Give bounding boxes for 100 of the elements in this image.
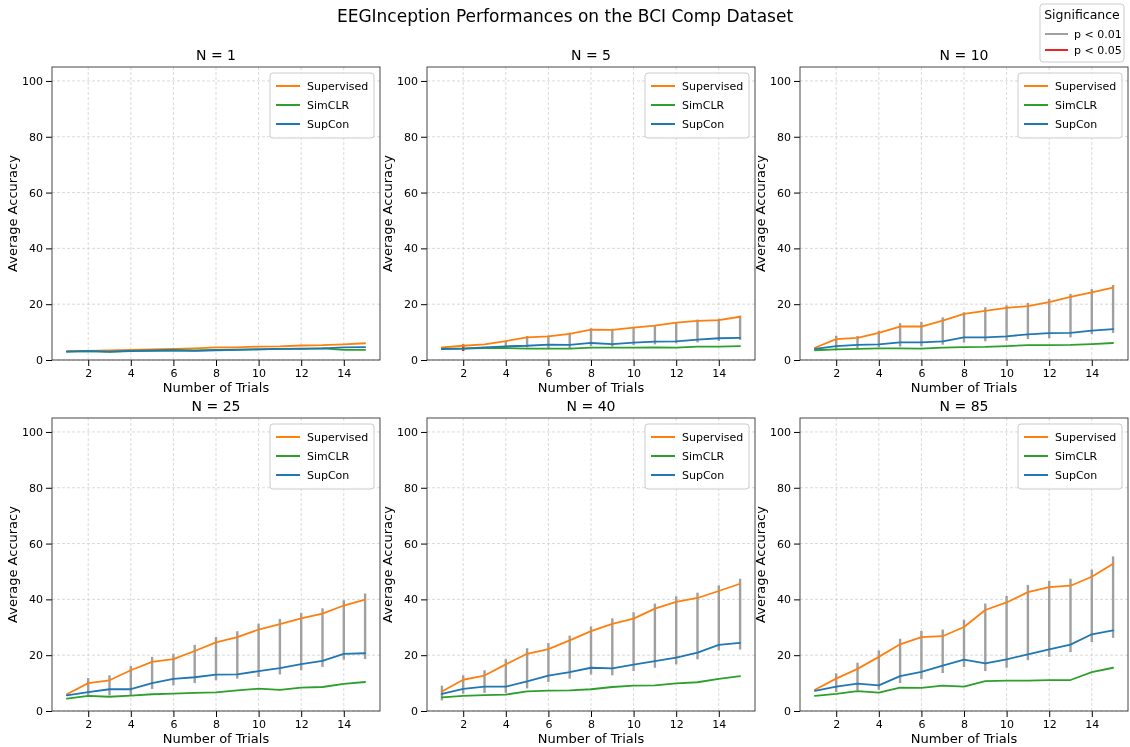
y-tick-label: 20	[404, 298, 418, 312]
x-tick-label: 8	[588, 717, 595, 731]
x-tick-label: 2	[460, 717, 468, 731]
y-axis-title: Average Accuracy	[5, 505, 20, 623]
y-tick-label: 0	[36, 354, 43, 368]
text: EEGInception Performances on the BCI Comp Dataset	[336, 6, 794, 26]
x-tick-label: 14	[1085, 717, 1100, 731]
y-axis-title: Average Accuracy	[753, 154, 768, 272]
legend-label: SimCLR	[682, 450, 725, 463]
x-tick-label: 12	[1042, 717, 1057, 731]
y-tick-label: 20	[777, 298, 791, 312]
y-tick-label: 80	[29, 130, 43, 144]
y-tick-label: 100	[22, 425, 43, 439]
x-tick-label: 12	[294, 366, 309, 380]
y-tick-label: 80	[404, 481, 418, 495]
y-tick-label: 60	[404, 186, 418, 200]
y-tick-label: 0	[784, 354, 791, 368]
x-tick-label: 10	[1000, 366, 1015, 380]
y-tick-label: 20	[777, 649, 791, 663]
x-tick-label: 6	[545, 366, 553, 380]
x-tick-label: 8	[213, 717, 220, 731]
y-tick-label: 40	[777, 593, 791, 607]
legend-label: SupCon	[682, 469, 725, 482]
y-tick-label: 20	[29, 298, 43, 312]
x-tick-label: 4	[875, 717, 883, 731]
x-tick-label: 10	[627, 717, 642, 731]
x-tick-label: 12	[669, 366, 684, 380]
legend-label: Supervised	[682, 80, 744, 93]
legend-label: SimCLR	[1055, 99, 1098, 112]
chart-title: N = 10	[939, 47, 989, 63]
y-tick-label: 40	[404, 242, 418, 256]
x-tick-label: 10	[252, 366, 267, 380]
legend-label: Supervised	[1055, 80, 1117, 93]
x-tick-label: 2	[833, 717, 841, 731]
chart-title: N = 5	[570, 47, 612, 63]
y-tick-label: 60	[404, 537, 418, 551]
legend-label: Supervised	[307, 431, 369, 444]
x-tick-label: 14	[337, 366, 352, 380]
x-axis-title: Number of Trials	[537, 731, 645, 746]
y-tick-label: 40	[404, 593, 418, 607]
x-tick-label: 8	[213, 366, 220, 380]
x-tick-label: 6	[918, 366, 926, 380]
y-tick-label: 0	[411, 354, 418, 368]
legend-label: SimCLR	[307, 450, 350, 463]
x-axis-title: Number of Trials	[910, 380, 1018, 395]
y-tick-label: 100	[397, 74, 418, 88]
y-tick-label: 80	[29, 481, 43, 495]
x-tick-label: 10	[627, 366, 642, 380]
x-tick-label: 2	[85, 717, 93, 731]
x-tick-label: 6	[545, 717, 553, 731]
x-axis-title: Number of Trials	[910, 731, 1018, 746]
y-tick-label: 0	[411, 705, 418, 719]
x-tick-label: 10	[252, 717, 267, 731]
chart-title: N = 1	[195, 47, 237, 63]
x-tick-label: 14	[712, 366, 727, 380]
y-tick-label: 60	[29, 537, 43, 551]
chart-title: N = 85	[939, 398, 989, 414]
y-tick-label: 80	[777, 481, 791, 495]
chart-title: N = 40	[566, 398, 616, 414]
y-axis-title: Average Accuracy	[380, 154, 395, 272]
y-tick-label: 60	[29, 186, 43, 200]
chart-title: N = 25	[191, 398, 241, 414]
x-tick-label: 6	[170, 366, 178, 380]
y-tick-label: 40	[29, 593, 43, 607]
legend-label: SimCLR	[682, 99, 725, 112]
x-tick-label: 12	[1042, 366, 1057, 380]
x-tick-label: 8	[588, 366, 595, 380]
y-axis-title: Average Accuracy	[5, 154, 20, 272]
legend-label: SupCon	[1055, 118, 1098, 131]
y-tick-label: 60	[777, 537, 791, 551]
legend-label: SupCon	[682, 118, 725, 131]
y-tick-label: 20	[29, 649, 43, 663]
x-axis-title: Number of Trials	[162, 380, 270, 395]
y-axis-title: Average Accuracy	[380, 505, 395, 623]
legend-title: Significance	[1044, 7, 1121, 22]
x-tick-label: 12	[294, 717, 309, 731]
y-tick-label: 80	[777, 130, 791, 144]
x-axis-title: Number of Trials	[162, 731, 270, 746]
legend-label: Supervised	[1055, 431, 1117, 444]
y-tick-label: 100	[22, 74, 43, 88]
y-tick-label: 100	[770, 425, 791, 439]
x-tick-label: 12	[669, 717, 684, 731]
x-tick-label: 2	[833, 366, 841, 380]
y-tick-label: 40	[777, 242, 791, 256]
x-tick-label: 10	[1000, 717, 1015, 731]
y-tick-label: 20	[404, 649, 418, 663]
x-tick-label: 4	[875, 366, 883, 380]
y-tick-label: 100	[397, 425, 418, 439]
x-tick-label: 6	[170, 717, 178, 731]
legend-label: SimCLR	[1055, 450, 1098, 463]
y-tick-label: 80	[404, 130, 418, 144]
x-tick-label: 2	[460, 366, 468, 380]
x-tick-label: 4	[127, 366, 135, 380]
legend-label: p < 0.05	[1074, 44, 1122, 57]
y-tick-label: 100	[770, 74, 791, 88]
y-tick-label: 40	[29, 242, 43, 256]
legend-label: Supervised	[307, 80, 369, 93]
y-axis-title: Average Accuracy	[753, 505, 768, 623]
legend-label: p < 0.01	[1074, 28, 1122, 41]
x-tick-label: 4	[502, 366, 510, 380]
